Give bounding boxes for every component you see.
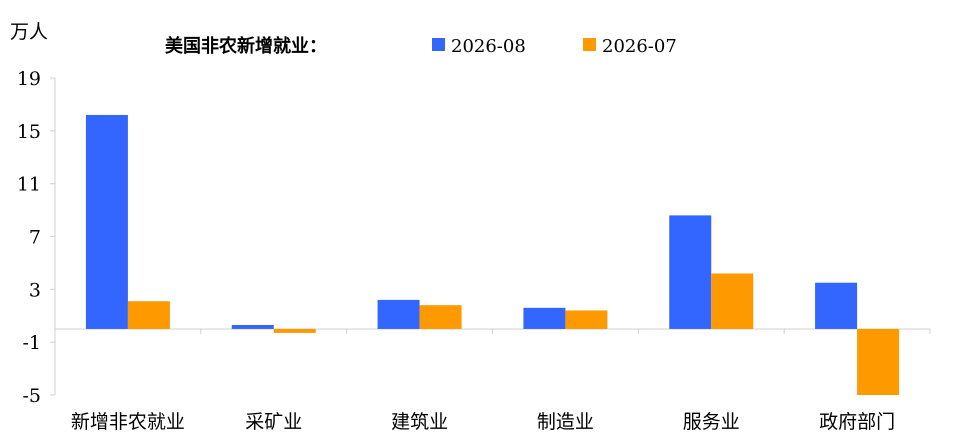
legend-label-2026-08: 2026-08 bbox=[451, 36, 526, 57]
bar-2026-08-4 bbox=[669, 215, 712, 329]
bar-2026-08-0 bbox=[85, 114, 128, 329]
y-tick-label: -1 bbox=[22, 332, 41, 354]
legend-label-2026-07: 2026-07 bbox=[602, 36, 677, 57]
bar-2026-07-5 bbox=[857, 328, 900, 395]
bar-2026-07-4 bbox=[711, 273, 754, 329]
x-category-label: 建筑业 bbox=[391, 411, 448, 433]
y-tick-label: 19 bbox=[17, 68, 41, 90]
y-tick-label: -5 bbox=[22, 385, 41, 407]
y-unit-label: 万人 bbox=[10, 21, 48, 43]
x-category-label: 采矿业 bbox=[245, 411, 302, 433]
bar-2026-07-2 bbox=[419, 305, 462, 329]
x-category-label: 政府部门 bbox=[819, 411, 895, 433]
legend-title: 美国非农新增就业： bbox=[165, 35, 327, 57]
x-category-label: 服务业 bbox=[683, 411, 740, 433]
y-tick-label: 7 bbox=[29, 227, 41, 249]
bar-2026-08-5 bbox=[815, 282, 858, 329]
bar-2026-08-1 bbox=[231, 324, 274, 329]
y-tick-label: 3 bbox=[29, 279, 41, 301]
y-tick-label: 11 bbox=[17, 174, 41, 196]
x-category-label: 新增非农就业 bbox=[71, 411, 185, 433]
bar-2026-07-1 bbox=[273, 328, 316, 333]
legend-swatch-2026-07 bbox=[583, 38, 596, 51]
legend-swatch-2026-08 bbox=[432, 38, 445, 51]
y-tick-label: 15 bbox=[17, 121, 41, 143]
bar-2026-07-0 bbox=[127, 301, 170, 329]
bar-2026-08-2 bbox=[377, 299, 420, 329]
x-category-label: 制造业 bbox=[537, 411, 594, 433]
bar-2026-07-3 bbox=[565, 310, 608, 329]
bar-2026-08-3 bbox=[523, 307, 566, 329]
